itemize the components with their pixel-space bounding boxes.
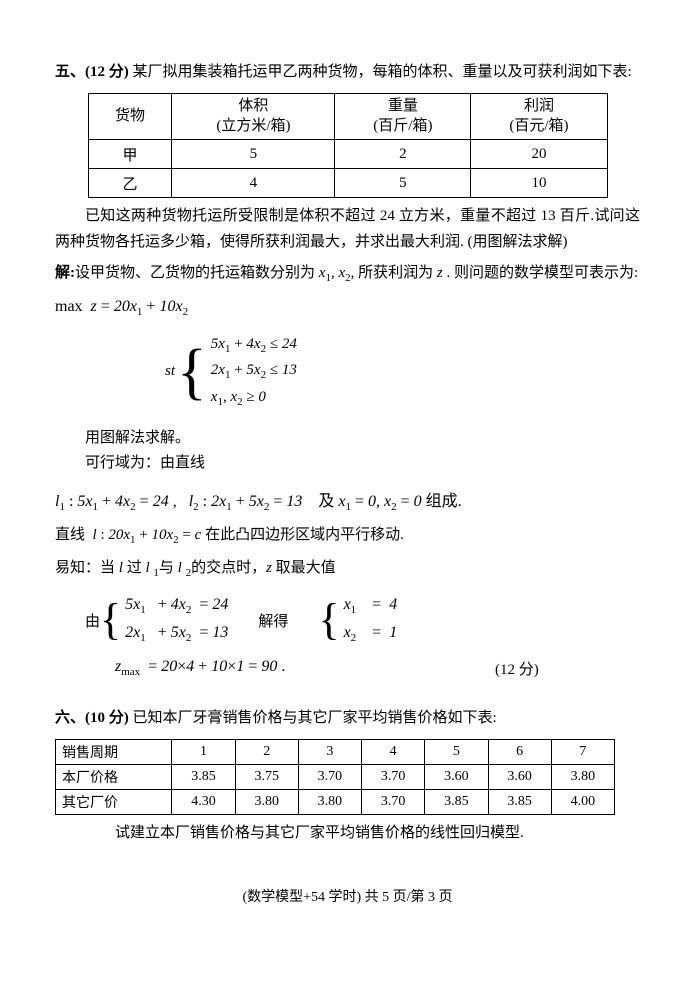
constraint-2: 2x1 + 5x2 ≤ 13	[211, 358, 297, 385]
cell: 3.75	[235, 764, 298, 789]
table-row: 甲 5 2 20	[88, 140, 607, 169]
cell: 6	[488, 739, 551, 764]
th-goods: 货物	[88, 94, 172, 140]
table-header-row: 销售周期 1 2 3 4 5 6 7	[56, 739, 615, 764]
cell: 5	[172, 140, 335, 169]
q5-heading: 五、(12 分) 某厂拟用集装箱托运甲乙两种货物，每箱的体积、重量以及可获利润如…	[55, 60, 640, 81]
cell: 2	[235, 739, 298, 764]
lines-definition: l1 : 5x1 + 4x2 = 24 , l2 : 2x1 + 5x2 = 1…	[55, 487, 640, 513]
easy-line: 易知：当 l 过 l 1与 l 2的交点时，z 取最大值	[55, 556, 640, 583]
solution-text: 设甲货物、乙货物的托运箱数分别为 x1, x2, 所获利润为 z . 则问题的数…	[75, 265, 638, 281]
cell: 5	[335, 169, 471, 198]
cell: 3.70	[362, 764, 425, 789]
right-lines: x1 = 4 x2 = 1	[344, 592, 398, 648]
brace-icon: {	[177, 341, 207, 403]
cell: 3.70	[298, 764, 361, 789]
table-row: 乙 4 5 10	[88, 169, 607, 198]
page-footer: (数学模型+54 学时) 共 5 页/第 3 页	[55, 886, 640, 906]
q5-number: 五、(12 分)	[55, 64, 133, 80]
score-12: (12 分)	[495, 658, 539, 679]
cell: 20	[471, 140, 607, 169]
st-label: st	[165, 363, 175, 380]
cell: 3.80	[551, 764, 614, 789]
zmax-line: zmax = 20×4 + 10×1 = 90 . (12 分)	[115, 658, 640, 678]
th: 其它厂价	[56, 789, 172, 814]
system-equations: 由 { 5x1 + 4x2 = 24 2x1 + 5x2 = 13 解得 { x…	[85, 592, 640, 648]
brace-icon: {	[100, 598, 121, 642]
sys-eq-1: 5x1 + 4x2 = 24	[125, 592, 228, 620]
cell: 2	[335, 140, 471, 169]
constraint-3: x1, x2 ≥ 0	[211, 385, 297, 412]
constraints-block: st { 5x1 + 4x2 ≤ 24 2x1 + 5x2 ≤ 13 x1, x…	[165, 332, 640, 412]
q6-number: 六、(10 分)	[55, 710, 133, 726]
cell: 3.80	[298, 789, 361, 814]
table-row: 本厂价格 3.85 3.75 3.70 3.70 3.60 3.60 3.80	[56, 764, 615, 789]
cell: 4	[362, 739, 425, 764]
left-system: { 5x1 + 4x2 = 24 2x1 + 5x2 = 13	[100, 592, 228, 648]
method-line1: 用图解法求解。	[55, 426, 640, 452]
constraint-1: 5x1 + 4x2 ≤ 24	[211, 332, 297, 359]
th-volume: 体积(立方米/箱)	[172, 94, 335, 140]
q5-solution-intro: 解:设甲货物、乙货物的托运箱数分别为 x1, x2, 所获利润为 z . 则问题…	[55, 261, 640, 288]
move-line: 直线 l : 20x1 + 10x2 = c 在此凸四边形区域内平行移动.	[55, 523, 640, 550]
q6-tail: 试建立本厂销售价格与其它厂家平均销售价格的线性回归模型.	[55, 821, 640, 847]
cell: 3.80	[235, 789, 298, 814]
objective-function: max z = 20x1 + 10x2	[55, 298, 640, 318]
cell: 5	[425, 739, 488, 764]
table-header-row: 货物 体积(立方米/箱) 重量(百斤/箱) 利润(百元/箱)	[88, 94, 607, 140]
constraint-lines: 5x1 + 4x2 ≤ 24 2x1 + 5x2 ≤ 13 x1, x2 ≥ 0	[211, 332, 297, 412]
q5-condition: 已知这两种货物托运所受限制是体积不超过 24 立方米，重量不超过 13 百斤.试…	[55, 204, 640, 255]
q6-table: 销售周期 1 2 3 4 5 6 7 本厂价格 3.85 3.75 3.70 3…	[55, 739, 615, 815]
sol-x2: x2 = 1	[344, 620, 398, 648]
th: 销售周期	[56, 739, 172, 764]
cell: 1	[172, 739, 235, 764]
cell: 3.60	[488, 764, 551, 789]
method-line2: 可行域为：由直线	[55, 451, 640, 477]
cell: 3.85	[488, 789, 551, 814]
th-label: 货物	[115, 108, 145, 124]
cell: 10	[471, 169, 607, 198]
cell: 乙	[88, 169, 172, 198]
th-profit: 利润(百元/箱)	[471, 94, 607, 140]
q5-heading-text: 某厂拟用集装箱托运甲乙两种货物，每箱的体积、重量以及可获利润如下表:	[133, 64, 632, 80]
sol-x1: x1 = 4	[344, 592, 398, 620]
by-label: 由	[85, 610, 100, 631]
right-system: { x1 = 4 x2 = 1	[318, 592, 397, 648]
cell: 3.70	[362, 789, 425, 814]
q6-heading: 六、(10 分) 已知本厂牙膏销售价格与其它厂家平均销售价格如下表:	[55, 706, 640, 727]
table-row: 其它厂价 4.30 3.80 3.80 3.70 3.85 3.85 4.00	[56, 789, 615, 814]
th: 本厂价格	[56, 764, 172, 789]
solve-label: 解得	[258, 610, 288, 631]
cell: 3.85	[425, 789, 488, 814]
solution-label: 解:	[55, 265, 75, 281]
cell: 4.30	[172, 789, 235, 814]
left-lines: 5x1 + 4x2 = 24 2x1 + 5x2 = 13	[125, 592, 228, 648]
cell: 3.60	[425, 764, 488, 789]
cell: 7	[551, 739, 614, 764]
cell: 3.85	[172, 764, 235, 789]
q6-heading-text: 已知本厂牙膏销售价格与其它厂家平均销售价格如下表:	[133, 710, 497, 726]
cell: 甲	[88, 140, 172, 169]
cell: 4	[172, 169, 335, 198]
page-container: 五、(12 分) 某厂拟用集装箱托运甲乙两种货物，每箱的体积、重量以及可获利润如…	[0, 0, 695, 946]
th-weight: 重量(百斤/箱)	[335, 94, 471, 140]
cell: 4.00	[551, 789, 614, 814]
brace-icon: {	[318, 598, 339, 642]
cell: 3	[298, 739, 361, 764]
q5-table: 货物 体积(立方米/箱) 重量(百斤/箱) 利润(百元/箱) 甲 5 2 20 …	[88, 93, 608, 198]
sys-eq-2: 2x1 + 5x2 = 13	[125, 620, 228, 648]
